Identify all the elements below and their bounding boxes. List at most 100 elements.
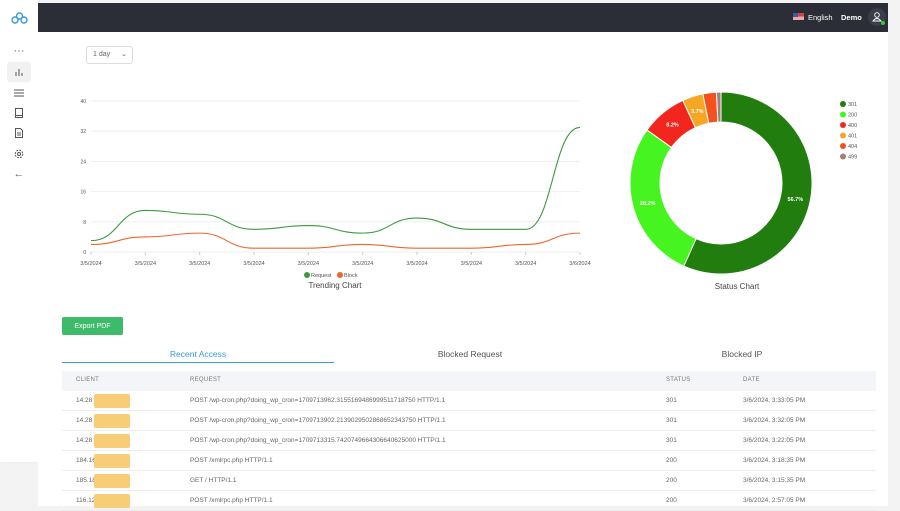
legend-label[interactable]: 400 bbox=[848, 123, 857, 129]
list-icon[interactable] bbox=[7, 83, 31, 103]
legend-label[interactable]: 401 bbox=[848, 134, 857, 140]
request-date: 3/6/2024, 3:32:05 PM bbox=[743, 417, 806, 424]
request-date: 3/6/2024, 3:15:35 PM bbox=[743, 477, 806, 484]
status-code: 200 bbox=[666, 497, 677, 504]
x-tick-label: 3/5/2024 bbox=[243, 261, 264, 267]
active-tab-indicator bbox=[62, 362, 334, 363]
y-tick-label: 40 bbox=[80, 99, 86, 105]
legend-label[interactable]: 301 bbox=[848, 102, 857, 108]
avatar[interactable] bbox=[868, 8, 886, 26]
pie-slice-200[interactable] bbox=[629, 129, 697, 267]
redaction-mask bbox=[94, 414, 130, 428]
export-pdf-button[interactable]: Export PDF bbox=[62, 317, 123, 335]
legend-marker bbox=[840, 111, 846, 118]
table-row[interactable]: 14.28 POST /wp-cron.php?doing_wp_cron=170… bbox=[62, 411, 876, 431]
chart-title: Trending Chart bbox=[308, 281, 362, 290]
redaction-mask bbox=[94, 434, 130, 448]
gear-icon[interactable] bbox=[7, 144, 31, 164]
more-icon[interactable]: ··· bbox=[13, 45, 25, 57]
request-date: 3/6/2024, 3:18:35 PM bbox=[743, 457, 806, 464]
slice-label: 56.7% bbox=[788, 197, 804, 203]
request-text: POST /xmlrpc.php HTTP/1.1 bbox=[190, 497, 273, 504]
pie-slice-499[interactable] bbox=[715, 91, 722, 123]
request-date: 3/6/2024, 3:33:05 PM bbox=[743, 397, 806, 404]
redaction-mask bbox=[94, 394, 130, 408]
legend-label[interactable]: 200 bbox=[848, 113, 857, 119]
logo-icon bbox=[11, 12, 28, 24]
request-date: 3/6/2024, 3:22:05 PM bbox=[743, 437, 806, 444]
top-header: English Demo bbox=[38, 3, 888, 32]
x-tick-label: 3/6/2024 bbox=[569, 261, 590, 267]
book-icon[interactable] bbox=[7, 103, 31, 123]
trending-chart: 0 8 16 24 32 40 3/5/2024 3/5/2024 3/5/2024 3/5/20… bbox=[80, 99, 590, 290]
client-ip: 14.28 bbox=[76, 397, 93, 404]
x-tick-label: 3/5/2024 bbox=[461, 261, 482, 267]
request-text: POST /wp-cron.php?doing_wp_cron=17097139… bbox=[190, 417, 446, 424]
x-tick-label: 3/5/2024 bbox=[135, 261, 156, 267]
tab-blocked-ip[interactable]: Blocked IP bbox=[721, 349, 763, 359]
arrow-left-icon[interactable]: ← bbox=[13, 168, 25, 180]
series-line-block bbox=[90, 232, 581, 249]
y-tick-label: 16 bbox=[80, 190, 86, 196]
request-text: POST /wp-cron.php?doing_wp_cron=17097133… bbox=[190, 437, 446, 444]
us-flag-icon bbox=[793, 13, 804, 20]
y-tick-label: 32 bbox=[80, 129, 86, 135]
client-ip: 14.28 bbox=[76, 437, 93, 444]
status-code: 301 bbox=[666, 397, 677, 404]
user-name[interactable]: Demo bbox=[841, 13, 862, 22]
language-selector[interactable]: English bbox=[808, 13, 833, 22]
legend-marker bbox=[840, 101, 846, 107]
request-text: GET / HTTP/1.1 bbox=[190, 477, 237, 484]
y-tick-label: 0 bbox=[83, 250, 86, 256]
col-client: CLIENT bbox=[76, 377, 100, 383]
tab-blocked-request[interactable]: Blocked Request bbox=[437, 349, 503, 359]
request-date: 3/6/2024, 2:57:05 PM bbox=[743, 497, 806, 504]
client-ip: 185.18 bbox=[76, 477, 96, 484]
range-value: 1 day bbox=[93, 51, 111, 58]
range-select[interactable]: 1 day ⌄ bbox=[86, 46, 133, 64]
request-text: POST /wp-cron.php?doing_wp_cron=17097139… bbox=[190, 397, 446, 404]
legend-marker bbox=[840, 153, 846, 160]
status-code: 200 bbox=[666, 457, 677, 464]
slice-label: 3.7% bbox=[691, 109, 704, 115]
table-header bbox=[62, 371, 876, 391]
legend-label[interactable]: 404 bbox=[848, 144, 857, 150]
x-tick-label: 3/5/2024 bbox=[298, 261, 319, 267]
col-request: REQUEST bbox=[190, 377, 222, 383]
legend-label[interactable]: 499 bbox=[848, 155, 857, 161]
tab-recent-access[interactable]: Recent Access bbox=[169, 349, 227, 359]
legend-marker bbox=[840, 122, 846, 128]
status-chart: 56.7% 301 28.2% 200 8.2% 400 3.7% 401 404 499 Stat… bbox=[629, 91, 857, 291]
bar-chart-icon[interactable] bbox=[7, 62, 31, 82]
slice-label: 28.2% bbox=[640, 201, 656, 207]
legend-label[interactable]: Request bbox=[311, 273, 332, 279]
redaction-mask bbox=[94, 454, 130, 468]
table-row[interactable]: 185.18 GET / HTTP/1.1 200 3/6/2024, 3:15:35… bbox=[62, 471, 876, 491]
x-tick-label: 3/5/2024 bbox=[80, 261, 101, 267]
status-code: 301 bbox=[666, 417, 677, 424]
status-code: 301 bbox=[666, 437, 677, 444]
legend-marker bbox=[337, 272, 343, 278]
table-row[interactable]: 116.12 POST /xmlrpc.php HTTP/1.1 200 3/6/20… bbox=[62, 491, 876, 511]
x-tick-label: 3/5/2024 bbox=[515, 261, 536, 267]
y-tick-label: 24 bbox=[80, 159, 86, 165]
y-tick-label: 8 bbox=[83, 220, 86, 226]
slice-label: 8.2% bbox=[666, 122, 679, 128]
redaction-mask bbox=[94, 494, 130, 508]
x-tick-label: 3/5/2024 bbox=[189, 261, 210, 267]
document-icon[interactable] bbox=[7, 123, 31, 143]
sidebar: ··· ← bbox=[0, 0, 38, 462]
client-ip: 184.16 bbox=[76, 457, 96, 464]
series-line-request bbox=[90, 126, 581, 242]
client-ip: 116.12 bbox=[76, 497, 96, 504]
legend-marker bbox=[840, 143, 846, 149]
request-text: POST /xmlrpc.php HTTP/1.1 bbox=[190, 457, 273, 464]
legend-label[interactable]: Block bbox=[344, 273, 358, 279]
table-row[interactable]: 14.28 POST /wp-cron.php?doing_wp_cron=170… bbox=[62, 431, 876, 451]
col-date: DATE bbox=[743, 377, 760, 383]
table-row[interactable]: 184.16 POST /xmlrpc.php HTTP/1.1 200 3/6/20… bbox=[62, 451, 876, 471]
col-status: STATUS bbox=[666, 377, 691, 383]
table-row[interactable]: 14.28 POST /wp-cron.php?doing_wp_cron=170… bbox=[62, 391, 876, 411]
status-code: 200 bbox=[666, 477, 677, 484]
pie-slice-301[interactable] bbox=[683, 91, 813, 275]
